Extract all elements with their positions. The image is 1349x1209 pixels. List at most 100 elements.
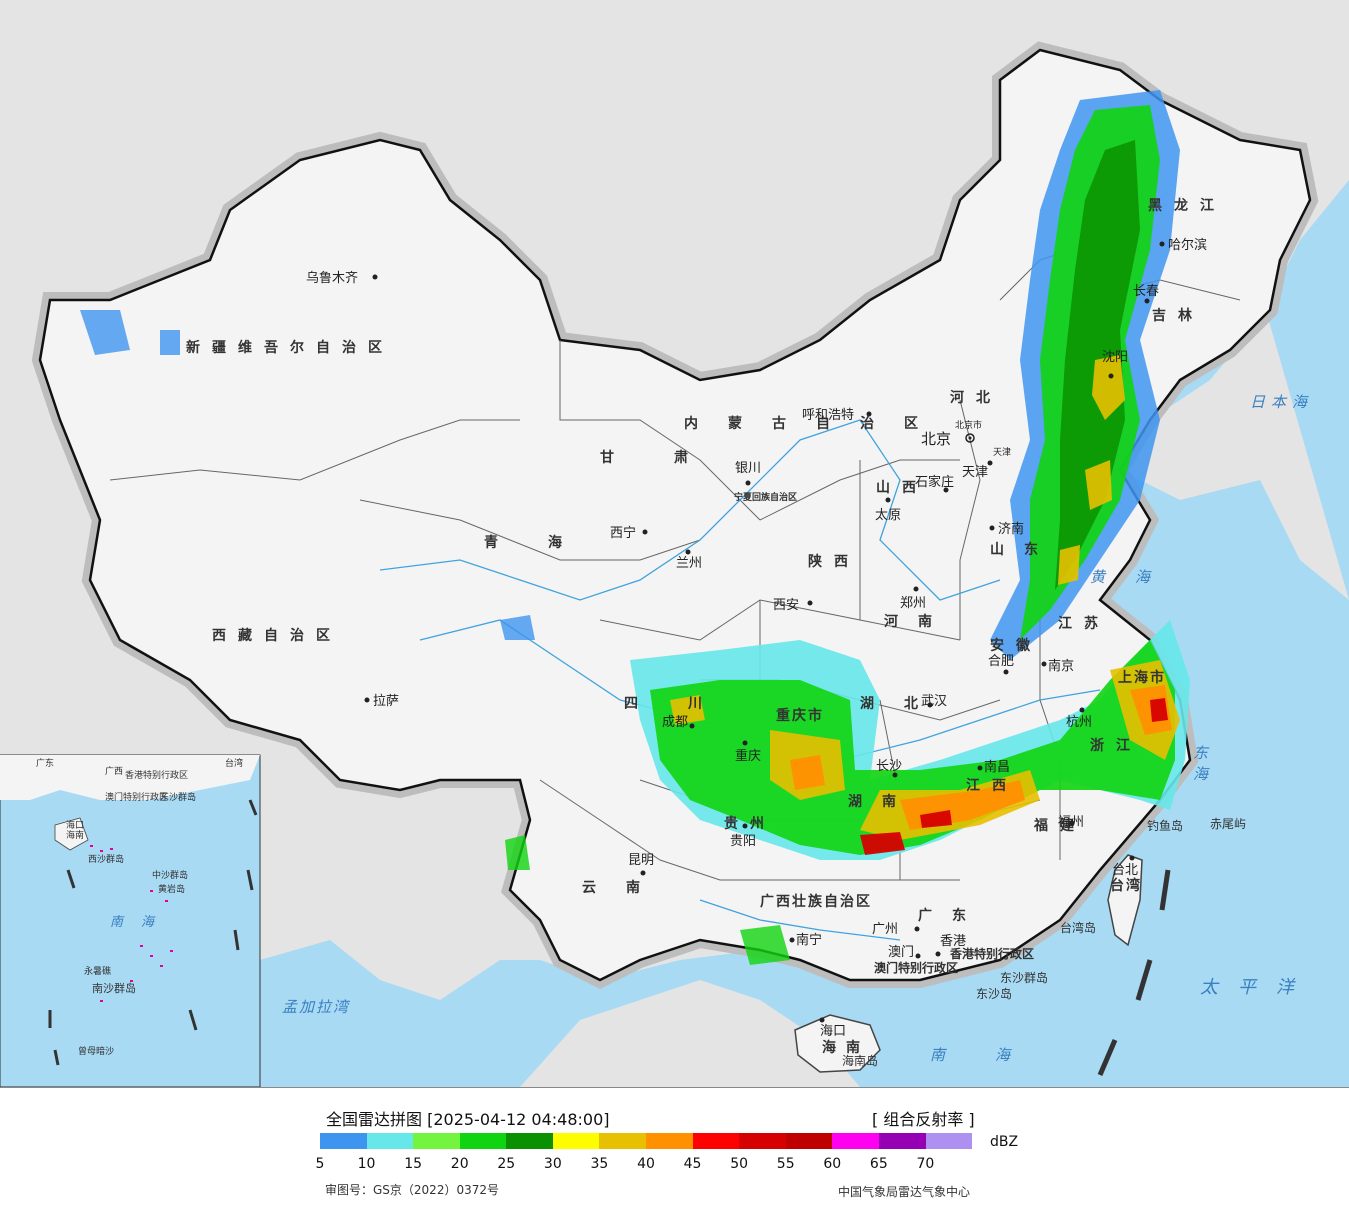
svg-text:郑州: 郑州 bbox=[900, 596, 926, 611]
svg-text:沈阳: 沈阳 bbox=[1102, 350, 1128, 365]
city-xian: 西安 bbox=[773, 598, 813, 613]
color-swatch bbox=[692, 1133, 740, 1149]
city-shenyang: 沈阳 bbox=[1102, 350, 1128, 379]
svg-text:天津: 天津 bbox=[962, 465, 988, 480]
city-hohhot: 呼和浩特 bbox=[802, 408, 872, 423]
inset-label-nanhai: 南海 bbox=[110, 915, 172, 930]
tick-label: 5 bbox=[315, 1156, 325, 1172]
svg-text:南昌: 南昌 bbox=[984, 759, 1010, 775]
tick-label: 45 bbox=[683, 1156, 702, 1172]
dashed-line-marks bbox=[1097, 869, 1171, 1076]
svg-text:济南: 济南 bbox=[998, 521, 1024, 537]
province-hubei: 湖北 bbox=[860, 696, 948, 712]
city-hefei: 合肥 bbox=[988, 654, 1014, 675]
svg-text:澳门: 澳门 bbox=[888, 944, 914, 960]
sea-riben: 日本海 bbox=[1250, 393, 1313, 411]
tick-label: 40 bbox=[637, 1156, 655, 1172]
svg-text:北京市: 北京市 bbox=[955, 419, 982, 431]
city-nanchang: 南昌 bbox=[977, 759, 1010, 775]
color-scale-bar bbox=[320, 1133, 973, 1149]
echo-sw bbox=[505, 835, 790, 965]
svg-text:太原: 太原 bbox=[875, 508, 901, 523]
province-neimenggu: 内蒙古自治区 bbox=[684, 415, 948, 432]
province-zhejiang: 浙江 bbox=[1090, 737, 1142, 754]
inset-label-xianggang: 香港特别行政区 bbox=[125, 769, 188, 781]
radar-map: 新疆维吾尔自治区 西藏自治区 青海 甘肃 内蒙古自治区 黑龙江 吉林 四川 云南… bbox=[0, 0, 1349, 1087]
color-swatch bbox=[832, 1133, 879, 1149]
province-xizang: 西藏自治区 bbox=[212, 627, 342, 644]
province-heilongjiang: 黑龙江 bbox=[1148, 197, 1226, 214]
inset-label-aomen: 澳门特别行政区 bbox=[105, 791, 168, 803]
tick-label: 20 bbox=[450, 1156, 469, 1172]
svg-text:贵阳: 贵阳 bbox=[730, 834, 756, 849]
taiwan-island bbox=[1107, 854, 1143, 947]
svg-text:西宁: 西宁 bbox=[610, 525, 636, 541]
province-hunan: 湖南 bbox=[848, 793, 916, 810]
province-guangdong: 广东 bbox=[918, 907, 986, 924]
inset-label-dongsha: 东沙群岛 bbox=[160, 791, 196, 803]
svg-text:成都: 成都 bbox=[662, 715, 688, 730]
tick-label: 10 bbox=[357, 1156, 376, 1172]
city-chengdu: 成都 bbox=[662, 715, 695, 730]
tick-label: 65 bbox=[869, 1156, 888, 1172]
island-diaoyu: 钓鱼岛 bbox=[1147, 818, 1183, 833]
echo-ne-yellow bbox=[1058, 355, 1125, 585]
sea-taipingyang: 太平洋 bbox=[1200, 977, 1314, 998]
province-xinjiang: 新疆维吾尔自治区 bbox=[186, 339, 394, 356]
province-taiwan: 台湾 bbox=[1110, 877, 1142, 894]
color-swatch bbox=[413, 1133, 460, 1149]
svg-text:台北: 台北 bbox=[1112, 863, 1138, 878]
svg-text:兰州: 兰州 bbox=[676, 556, 702, 571]
tick-label: 50 bbox=[730, 1156, 749, 1172]
svg-text:武汉: 武汉 bbox=[921, 694, 947, 709]
province-henan: 河南 bbox=[884, 613, 952, 630]
tick-label: 25 bbox=[497, 1156, 516, 1172]
city-taiyuan: 太原 bbox=[875, 497, 901, 523]
echo-south-yellow bbox=[670, 660, 1180, 840]
city-changsha: 长沙 bbox=[876, 759, 902, 778]
province-shaanxi: 陕西 bbox=[808, 553, 860, 570]
sea-huang: 黄海 bbox=[1090, 568, 1180, 586]
svg-text:呼和浩特: 呼和浩特 bbox=[802, 408, 854, 423]
color-swatch bbox=[925, 1133, 973, 1149]
city-guiyang: 贵阳 bbox=[730, 823, 756, 849]
province-chongqing: 重庆市 bbox=[776, 707, 824, 724]
province-gansu: 甘肃 bbox=[600, 449, 748, 466]
city-guangzhou: 广州 bbox=[872, 922, 920, 937]
echo-south-orange bbox=[790, 685, 1172, 830]
tick-label: 15 bbox=[404, 1156, 423, 1172]
city-haikou: 海口 bbox=[819, 1017, 846, 1039]
city-aomen: 澳门 bbox=[888, 944, 921, 960]
svg-text:昆明: 昆明 bbox=[628, 853, 654, 868]
svg-text:西安: 西安 bbox=[773, 598, 799, 613]
tick-label: 55 bbox=[776, 1156, 795, 1172]
province-yunnan: 云南 bbox=[582, 879, 670, 896]
svg-text:石家庄: 石家庄 bbox=[915, 474, 954, 490]
svg-text:南京: 南京 bbox=[1048, 658, 1074, 674]
color-swatch bbox=[646, 1133, 693, 1149]
svg-text:哈尔滨: 哈尔滨 bbox=[1168, 237, 1207, 253]
city-chongqing: 重庆 bbox=[735, 740, 761, 764]
inset-label-taiwan: 台湾 bbox=[225, 757, 243, 769]
city-taibei: 台北 bbox=[1112, 855, 1138, 878]
island-hainan: 海南岛 bbox=[842, 1053, 878, 1068]
island-labels: 钓鱼岛 赤尾屿 台湾岛 东沙群岛 东沙岛 海南岛 香港特别行政区 澳门特别行政区 bbox=[842, 817, 1246, 1068]
inset-label-zhongsha: 中沙群岛 bbox=[152, 869, 188, 881]
city-changchun: 长春 bbox=[1133, 284, 1159, 304]
city-xianggang: 香港 bbox=[935, 934, 966, 957]
svg-text:长春: 长春 bbox=[1133, 284, 1159, 299]
svg-text:天津: 天津 bbox=[993, 447, 1011, 458]
svg-text:合肥: 合肥 bbox=[988, 654, 1014, 669]
sea-dong: 东海 bbox=[1191, 745, 1210, 787]
svg-text:银川: 银川 bbox=[735, 461, 761, 476]
city-kunming: 昆明 bbox=[628, 853, 654, 876]
legend-title: 全国雷达拼图 [2025-04-12 04:48:00] bbox=[326, 1110, 610, 1129]
island-dongsha-dao: 东沙岛 bbox=[976, 986, 1012, 1001]
hainan-island bbox=[794, 1014, 881, 1073]
svg-text:北京: 北京 bbox=[921, 430, 951, 448]
inset-label-guangxi: 广西 bbox=[105, 765, 123, 777]
svg-text:杭州: 杭州 bbox=[1066, 715, 1092, 730]
south-china-sea-inset: 广东 广西 香港特别行政区 澳门特别行政区 台湾 海口 海南 东沙群岛 西沙群岛… bbox=[0, 754, 261, 1087]
province-fujian: 福建 bbox=[1033, 817, 1086, 834]
svg-text:广州: 广州 bbox=[872, 922, 898, 937]
